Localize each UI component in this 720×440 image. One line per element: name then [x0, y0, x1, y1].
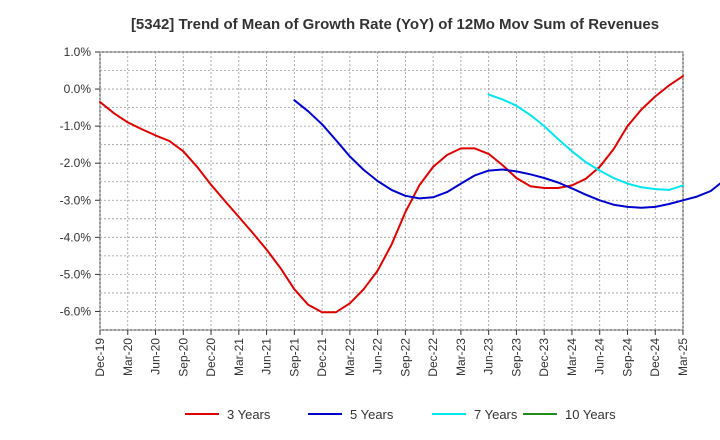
x-tick-label: Dec-22	[426, 338, 440, 377]
x-tick-label: Mar-25	[676, 338, 690, 376]
x-tick-label: Mar-20	[121, 338, 135, 376]
x-tick-label: Jun-23	[482, 338, 496, 375]
x-tick-label: Sep-24	[620, 338, 634, 377]
y-tick-label: -5.0%	[60, 267, 92, 281]
x-tick-label: Dec-20	[204, 338, 218, 377]
x-tick-label: Dec-23	[537, 338, 551, 377]
x-tick-label: Sep-23	[509, 338, 523, 377]
legend-label: 3 Years	[227, 407, 271, 422]
x-tick-label: Mar-23	[454, 338, 468, 376]
x-tick-label: Jun-21	[260, 338, 274, 375]
x-tick-label: Sep-21	[287, 338, 301, 377]
series-line-7-years	[487, 93, 684, 191]
series-line-5-years	[293, 99, 720, 209]
x-tick-label: Jun-22	[371, 338, 385, 375]
x-tick-label: Mar-24	[565, 338, 579, 376]
y-tick-label: -2.0%	[60, 156, 92, 170]
y-tick-label: -6.0%	[60, 304, 92, 318]
x-tick-label: Mar-21	[232, 338, 246, 376]
y-tick-label: -3.0%	[60, 193, 92, 207]
x-tick-label: Sep-20	[176, 338, 190, 377]
y-tick-label: 0.0%	[64, 82, 92, 96]
legend-label: 10 Years	[565, 407, 616, 422]
x-tick-label: Dec-19	[93, 338, 107, 377]
x-tick-label: Jun-24	[593, 338, 607, 375]
x-tick-label: Mar-22	[343, 338, 357, 376]
x-tick-label: Dec-21	[315, 338, 329, 377]
x-tick-label: Dec-24	[648, 338, 662, 377]
y-tick-label: -4.0%	[60, 230, 92, 244]
series-line-3-years	[99, 75, 684, 314]
x-tick-label: Jun-20	[149, 338, 163, 375]
y-tick-label: -1.0%	[60, 119, 92, 133]
legend-label: 7 Years	[474, 407, 518, 422]
x-tick-label: Sep-22	[398, 338, 412, 377]
chart-title: [5342] Trend of Mean of Growth Rate (YoY…	[131, 16, 659, 33]
plot-area	[99, 51, 684, 331]
y-tick-label: 1.0%	[64, 45, 92, 59]
legend-label: 5 Years	[350, 407, 394, 422]
